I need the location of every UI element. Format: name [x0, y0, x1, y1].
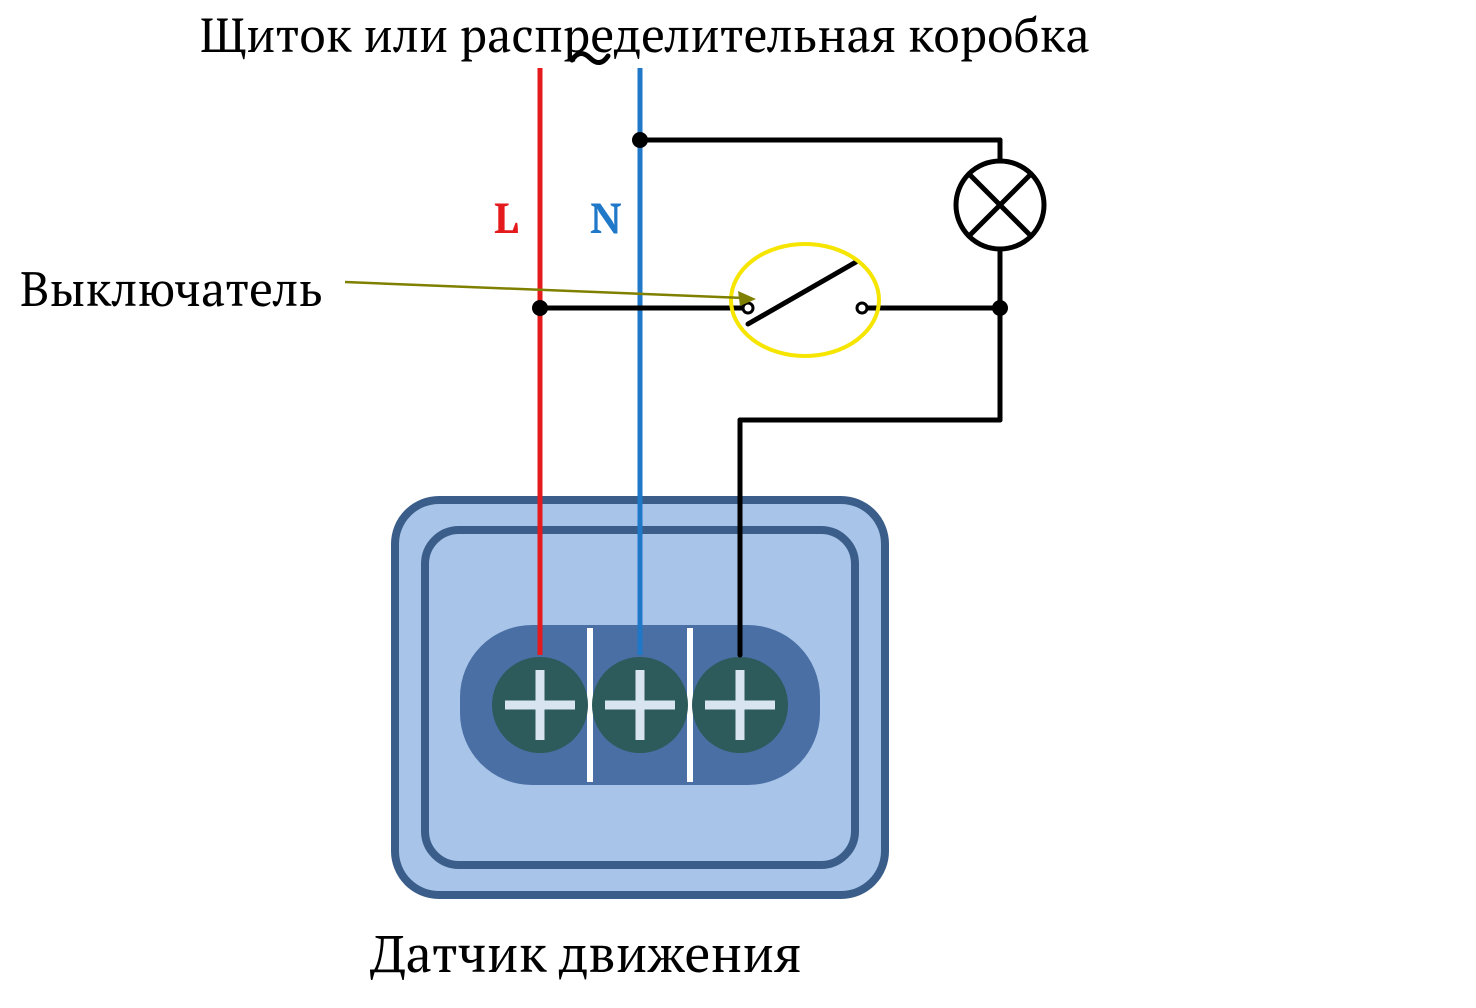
junction-live-switch — [532, 300, 548, 316]
ac-symbol-icon — [572, 53, 608, 62]
terminal-screw-2 — [592, 657, 688, 753]
junction-lamp-switch-load — [992, 300, 1008, 316]
switch-contact — [748, 262, 856, 324]
wiring-diagram — [0, 0, 1476, 1008]
terminal-screw-1 — [492, 657, 588, 753]
junction-neutral-top — [632, 132, 648, 148]
arrow-to-switch — [345, 282, 756, 306]
terminal-screw-3 — [692, 657, 788, 753]
switch-terminal-right — [857, 303, 867, 313]
switch-terminal-left — [743, 303, 753, 313]
